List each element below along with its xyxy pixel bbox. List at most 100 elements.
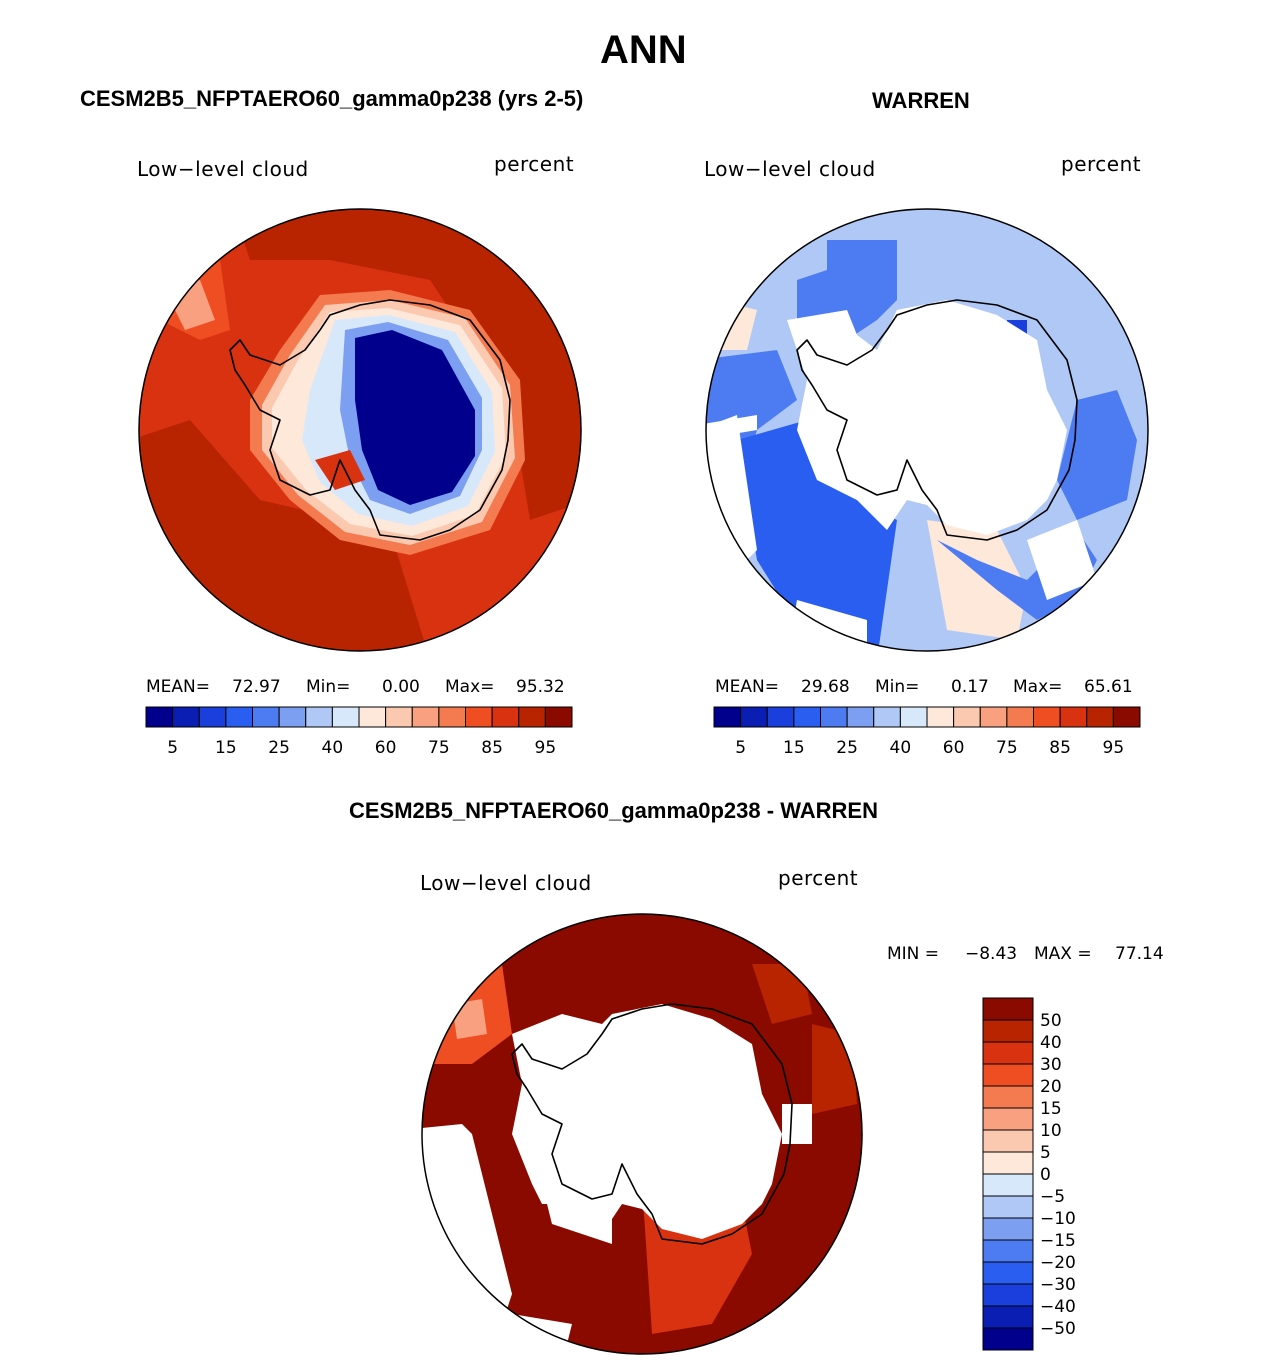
- colorbar-swatch: [198, 706, 227, 728]
- panel-b-colorbar: 5 15 25 40 60 75 85 95: [713, 706, 1141, 758]
- colorbar-tick-label: −30: [1040, 1275, 1076, 1295]
- colorbar-swatch: [982, 1283, 1034, 1307]
- panel-a-colorbar: 5 15 25 40 60 75 85 95: [145, 706, 573, 758]
- colorbar-tick-label: 10: [1040, 1121, 1062, 1141]
- colorbar-swatch: [793, 706, 821, 728]
- page-title: ANN: [600, 28, 687, 72]
- panel-a-field-gap: [315, 450, 365, 490]
- colorbar-swatch: [982, 1217, 1034, 1241]
- colorbar-swatch: [982, 997, 1034, 1021]
- colorbar-tick-label: 95: [535, 738, 557, 758]
- colorbar-swatch: [518, 706, 546, 728]
- panel-a-coastline: [229, 299, 511, 541]
- colorbar-tick-label: 5: [167, 738, 178, 758]
- colorbar-swatch: [278, 706, 307, 728]
- panel-c-missing: [782, 1104, 812, 1144]
- colorbar-tick-label: 60: [375, 738, 397, 758]
- panel-a-title: CESM2B5_NFPTAERO60_gamma0p238 (yrs 2-5): [80, 86, 584, 111]
- colorbar-tick-label: 50: [1040, 1011, 1062, 1031]
- colorbar-swatch: [438, 706, 466, 728]
- panel-a-max-label: Max=: [445, 677, 495, 697]
- panel-b-missing: [706, 300, 1067, 535]
- panel-a-min-label: Min=: [306, 677, 351, 697]
- colorbar-swatch: [982, 1239, 1034, 1263]
- colorbar-tick-label: −15: [1040, 1231, 1076, 1251]
- panel-a-units-label: percent: [494, 152, 575, 176]
- colorbar-swatch: [766, 706, 795, 728]
- panel-c-min-value: −8.43: [965, 944, 1018, 964]
- colorbar-swatch: [982, 1129, 1034, 1153]
- colorbar-tick-label: 15: [1040, 1099, 1062, 1119]
- colorbar-swatch: [1086, 706, 1114, 728]
- colorbar-tick-label: 40: [1040, 1033, 1062, 1053]
- colorbar-tick-label: 30: [1040, 1055, 1062, 1075]
- colorbar-swatch: [252, 706, 280, 728]
- colorbar-swatch: [982, 1063, 1034, 1087]
- colorbar-tick-label: 25: [268, 738, 290, 758]
- panel-c-max-value: 77.14: [1115, 944, 1164, 964]
- panel-a-mean-value: 72.97: [232, 677, 281, 697]
- panel-a-field-dark: [230, 209, 581, 520]
- panel-c-field-patch: [752, 964, 812, 1024]
- colorbar-tick-label: 75: [428, 738, 450, 758]
- colorbar-tick-label: −50: [1040, 1319, 1076, 1339]
- panel-a-mean-label: MEAN=: [146, 677, 210, 697]
- panel-b-coastline: [796, 299, 1078, 541]
- colorbar-swatch: [979, 706, 1008, 728]
- colorbar-swatch: [953, 706, 981, 728]
- panel-b-map-border: [705, 208, 1149, 652]
- panel-b-min-label: Min=: [875, 677, 920, 697]
- panel-a-min-value: 0.00: [382, 677, 420, 697]
- panel-c-coastline: [511, 1003, 793, 1245]
- colorbar-tick-label: 15: [783, 738, 805, 758]
- panel-b-missing: [1027, 520, 1097, 600]
- colorbar-tick-label: 85: [1049, 738, 1071, 758]
- panel-b-max-label: Max=: [1013, 677, 1063, 697]
- colorbar-swatch: [172, 706, 200, 728]
- colorbar-tick-label: −40: [1040, 1297, 1076, 1317]
- colorbar-swatch: [982, 1327, 1034, 1351]
- panel-a-max-value: 95.32: [516, 677, 565, 697]
- colorbar-tick-label: 15: [215, 738, 237, 758]
- panel-c-missing: [512, 1004, 782, 1239]
- colorbar-swatch: [713, 706, 742, 728]
- colorbar-tick-label: 95: [1103, 738, 1125, 758]
- panel-a-field-inner: [355, 330, 475, 505]
- colorbar-swatch: [491, 706, 520, 728]
- colorbar-tick-label: −10: [1040, 1209, 1076, 1229]
- colorbar-tick-label: 25: [836, 738, 858, 758]
- colorbar-swatch: [846, 706, 875, 728]
- colorbar-swatch: [899, 706, 928, 728]
- colorbar-swatch: [544, 706, 573, 728]
- panel-b-variable-label: Low−level cloud: [704, 157, 876, 181]
- panel-b-title: WARREN: [872, 88, 970, 113]
- panel-c-map-border: [421, 913, 863, 1355]
- colorbar-swatch: [926, 706, 955, 728]
- colorbar-swatch: [982, 1173, 1034, 1197]
- panel-b-max-value: 65.61: [1084, 677, 1133, 697]
- colorbar-swatch: [740, 706, 768, 728]
- colorbar-tick-label: −5: [1040, 1187, 1065, 1207]
- panel-a-polar-map: [138, 208, 582, 652]
- colorbar-swatch: [873, 706, 901, 728]
- colorbar-swatch: [145, 706, 174, 728]
- colorbar-swatch: [385, 706, 413, 728]
- colorbar-swatch: [411, 706, 440, 728]
- panel-b-min-value: 0.17: [951, 677, 989, 697]
- colorbar-swatch: [982, 1085, 1034, 1109]
- panel-b-units-label: percent: [1061, 152, 1142, 176]
- colorbar-swatch: [1033, 706, 1061, 728]
- colorbar-swatch: [982, 1019, 1034, 1043]
- panel-c-units-label: percent: [778, 866, 859, 890]
- colorbar-swatch: [982, 1305, 1034, 1329]
- colorbar-swatch: [820, 706, 848, 728]
- colorbar-tick-label: 85: [481, 738, 503, 758]
- panel-c-min-label: MIN =: [887, 944, 940, 964]
- colorbar-swatch: [982, 1195, 1034, 1219]
- panel-c-polar-map: [421, 913, 863, 1355]
- colorbar-swatch: [225, 706, 253, 728]
- colorbar-swatch: [1006, 706, 1034, 728]
- colorbar-tick-label: 0: [1040, 1165, 1051, 1185]
- panel-c-field-patch: [812, 1024, 857, 1114]
